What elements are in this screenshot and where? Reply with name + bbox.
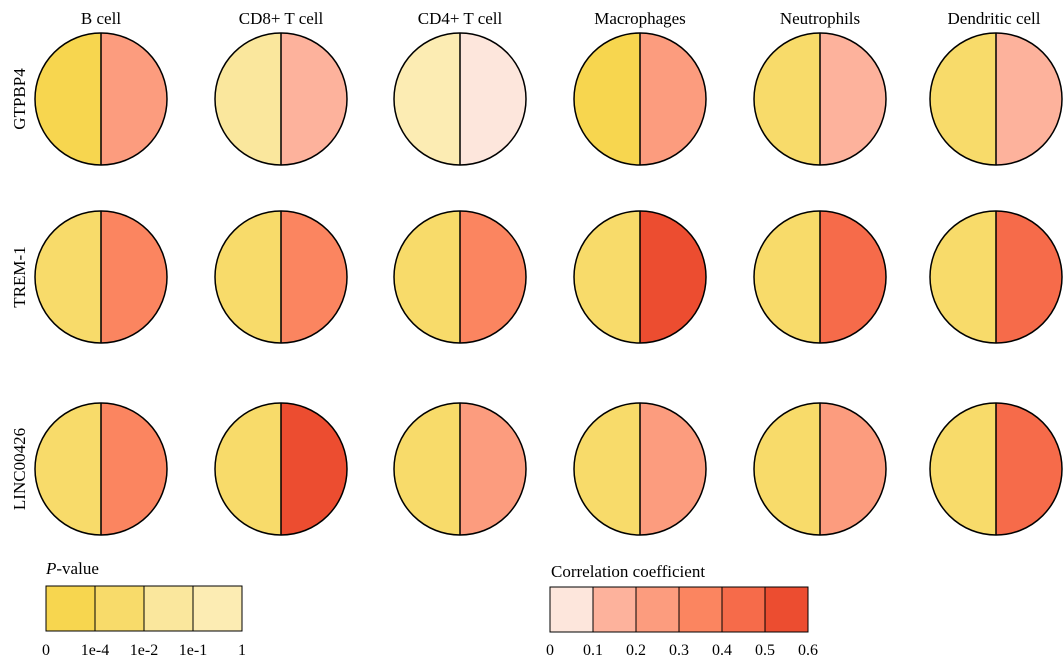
pie-pvalue-half bbox=[394, 33, 460, 165]
pie-pvalue-half bbox=[215, 211, 281, 343]
pie-1-0 bbox=[34, 210, 168, 344]
p-value-legend-tick: 0 bbox=[42, 642, 50, 659]
pie-2-1 bbox=[214, 402, 348, 536]
pie-2-2 bbox=[393, 402, 527, 536]
p-value-legend-title-italic: P bbox=[45, 559, 56, 578]
pie-correlation-half bbox=[281, 403, 347, 535]
pie-pvalue-half bbox=[930, 33, 996, 165]
pie-correlation-half bbox=[281, 211, 347, 343]
correlation-legend-swatch bbox=[764, 586, 809, 633]
p-value-legend-tick: 1e-4 bbox=[81, 642, 109, 659]
p-value-legend-swatch bbox=[143, 585, 194, 632]
column-header-neutrophils: Neutrophils bbox=[780, 9, 860, 28]
correlation-legend-tick: 0 bbox=[546, 642, 554, 659]
pie-pvalue-half bbox=[574, 211, 640, 343]
pie-correlation-half bbox=[820, 211, 886, 343]
correlation-legend-tick: 0.3 bbox=[669, 642, 689, 659]
pie-1-4 bbox=[753, 210, 887, 344]
pie-0-4 bbox=[753, 32, 887, 166]
pie-1-3 bbox=[573, 210, 707, 344]
pie-pvalue-half bbox=[35, 33, 101, 165]
column-header-dendritic-cell: Dendritic cell bbox=[948, 9, 1041, 28]
correlation-legend-tick: 0.1 bbox=[583, 642, 603, 659]
pie-correlation-half bbox=[101, 403, 167, 535]
correlation-legend-tick: 0.4 bbox=[712, 642, 732, 659]
pie-pvalue-half bbox=[930, 403, 996, 535]
pie-pvalue-half bbox=[394, 403, 460, 535]
p-value-legend-tick: 1e-1 bbox=[179, 642, 207, 659]
pie-correlation-half bbox=[640, 403, 706, 535]
pie-pvalue-half bbox=[574, 403, 640, 535]
pie-0-2 bbox=[393, 32, 527, 166]
correlation-legend-swatch bbox=[721, 586, 766, 633]
pie-pvalue-half bbox=[35, 211, 101, 343]
correlation-legend-swatch bbox=[678, 586, 723, 633]
pie-pvalue-half bbox=[754, 403, 820, 535]
row-labels: GTPBP4 TREM-1 LINC00426 bbox=[10, 68, 29, 510]
pie-1-1 bbox=[214, 210, 348, 344]
correlation-legend-tick: 0.5 bbox=[755, 642, 775, 659]
pie-grid bbox=[34, 32, 1063, 536]
row-label-gtpbp4: GTPBP4 bbox=[10, 68, 29, 130]
p-value-legend-swatch bbox=[192, 585, 243, 632]
pie-correlation-half bbox=[996, 211, 1062, 343]
p-value-legend-swatch bbox=[94, 585, 145, 632]
pie-0-3 bbox=[573, 32, 707, 166]
column-header-macrophages: Macrophages bbox=[594, 9, 686, 28]
correlation-legend-swatch bbox=[592, 586, 637, 633]
correlation-legend-tick: 0.2 bbox=[626, 642, 646, 659]
correlation-legend-title: Correlation coefficient bbox=[551, 562, 705, 581]
correlation-legend-swatch bbox=[549, 586, 594, 633]
pie-pvalue-half bbox=[394, 211, 460, 343]
p-value-legend-tick: 1e-2 bbox=[130, 642, 158, 659]
pie-correlation-half bbox=[101, 33, 167, 165]
correlation-legend-swatch bbox=[635, 586, 680, 633]
pie-correlation-half bbox=[996, 33, 1062, 165]
pie-1-2 bbox=[393, 210, 527, 344]
row-label-linc00426: LINC00426 bbox=[10, 428, 29, 510]
p-value-legend-tick: 1 bbox=[238, 642, 246, 659]
pie-correlation-half bbox=[820, 33, 886, 165]
p-value-legend: P-value 0 1e-4 1e-2 1e-1 1 bbox=[42, 559, 246, 659]
pie-correlation-half bbox=[640, 211, 706, 343]
pie-correlation-half bbox=[101, 211, 167, 343]
p-value-legend-title: P-value bbox=[45, 559, 99, 578]
pie-correlation-half bbox=[640, 33, 706, 165]
pie-2-5 bbox=[929, 402, 1063, 536]
pie-correlation-half bbox=[460, 211, 526, 343]
pie-pvalue-half bbox=[754, 33, 820, 165]
correlation-legend-tick: 0.6 bbox=[798, 642, 818, 659]
pie-2-4 bbox=[753, 402, 887, 536]
column-headers: B cell CD8+ T cell CD4+ T cell Macrophag… bbox=[81, 9, 1041, 28]
pie-correlation-half bbox=[996, 403, 1062, 535]
pie-pvalue-half bbox=[215, 403, 281, 535]
p-value-legend-title-rest: -value bbox=[56, 559, 98, 578]
pie-correlation-half bbox=[460, 33, 526, 165]
pie-correlation-half bbox=[460, 403, 526, 535]
pie-pvalue-half bbox=[215, 33, 281, 165]
pie-0-5 bbox=[929, 32, 1063, 166]
column-header-cd8-t-cell: CD8+ T cell bbox=[239, 9, 324, 28]
pie-pvalue-half bbox=[574, 33, 640, 165]
pie-pvalue-half bbox=[35, 403, 101, 535]
p-value-legend-swatch bbox=[45, 585, 96, 632]
pie-1-5 bbox=[929, 210, 1063, 344]
pie-0-0 bbox=[34, 32, 168, 166]
pie-pvalue-half bbox=[930, 211, 996, 343]
pie-correlation-half bbox=[281, 33, 347, 165]
correlation-legend: Correlation coefficient 0 0.1 0.2 0.3 0.4 0.5… bbox=[546, 562, 818, 659]
pie-correlation-half bbox=[820, 403, 886, 535]
row-label-trem-1: TREM-1 bbox=[10, 246, 29, 307]
pie-2-3 bbox=[573, 402, 707, 536]
column-header-cd4-t-cell: CD4+ T cell bbox=[418, 9, 503, 28]
pie-2-0 bbox=[34, 402, 168, 536]
pie-pvalue-half bbox=[754, 211, 820, 343]
column-header-b-cell: B cell bbox=[81, 9, 121, 28]
pie-0-1 bbox=[214, 32, 348, 166]
